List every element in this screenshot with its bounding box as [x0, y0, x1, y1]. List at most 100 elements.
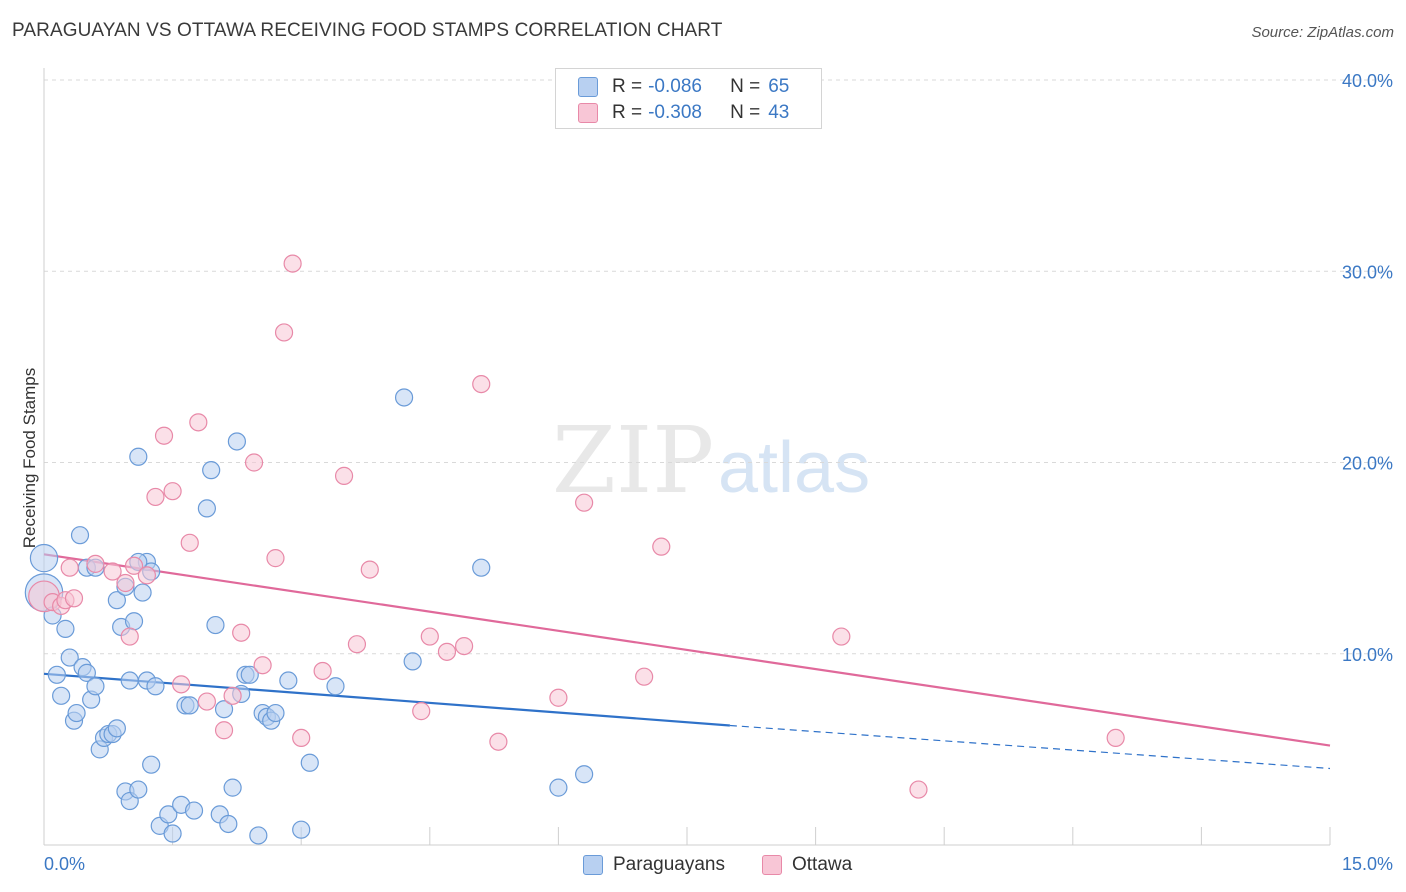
- point-ottawa: [360, 560, 379, 579]
- legend-n-label: N =: [730, 76, 761, 97]
- point-paraguayans: [197, 499, 216, 518]
- point-ottawa: [253, 656, 272, 675]
- point-ottawa: [103, 562, 122, 581]
- point-ottawa: [86, 554, 105, 573]
- y-tick-label: 20.0%: [1342, 454, 1393, 474]
- point-ottawa: [313, 661, 332, 681]
- point-paraguayans: [223, 778, 242, 797]
- point-paraguayans: [266, 703, 285, 723]
- point-paraguayans: [142, 755, 161, 774]
- x-tick-label: 0.0%: [44, 854, 85, 874]
- legend-n-value: 65: [768, 76, 790, 97]
- point-ottawa: [635, 667, 654, 686]
- point-paraguayans: [394, 388, 414, 407]
- point-ottawa: [347, 635, 367, 654]
- y-tick-label: 30.0%: [1342, 262, 1393, 282]
- point-ottawa: [137, 566, 156, 585]
- y-axis-label: Receiving Food Stamps: [20, 368, 39, 548]
- legend: R = -0.086 N = 65 R = -0.308 N = 43: [555, 68, 822, 129]
- y-tick-label: 10.0%: [1342, 645, 1393, 665]
- point-ottawa: [64, 589, 84, 608]
- point-ottawa: [283, 254, 302, 273]
- point-ottawa: [1106, 728, 1125, 748]
- tick-labels: 10.0% 20.0% 30.0% 40.0% 0.0% 15.0%: [44, 71, 1393, 874]
- legend-r-value: -0.308: [648, 102, 702, 123]
- point-ottawa: [124, 556, 144, 575]
- point-paraguayans: [107, 719, 126, 738]
- point-paraguayans: [549, 778, 568, 797]
- point-paraguayans: [86, 677, 105, 696]
- point-paraguayans: [184, 801, 204, 820]
- point-ottawa: [909, 780, 928, 799]
- point-paraguayans: [300, 753, 319, 772]
- point-ottawa: [223, 686, 242, 705]
- trendlines: [43, 553, 1331, 770]
- legend-swatch-paraguayans: [578, 77, 598, 97]
- point-paraguayans: [403, 652, 422, 671]
- legend-r-value: -0.086: [648, 76, 702, 97]
- point-paraguayans: [180, 696, 199, 715]
- point-paraguayans: [240, 665, 259, 684]
- point-paraguayans: [575, 765, 594, 784]
- point-ottawa: [472, 374, 491, 394]
- point-paraguayans: [77, 663, 96, 682]
- point-ottawa: [163, 482, 182, 501]
- point-paraguayans: [279, 671, 298, 690]
- point-paraguayans: [292, 820, 311, 839]
- bottom-swatch-paraguayans: [583, 855, 603, 875]
- point-paraguayans: [129, 780, 148, 799]
- point-paraguayans: [249, 826, 268, 845]
- point-ottawa: [214, 721, 234, 740]
- point-paraguayans: [206, 615, 225, 635]
- point-ottawa: [437, 642, 457, 661]
- point-paraguayans: [219, 814, 238, 834]
- point-paraguayans: [326, 677, 345, 696]
- point-paraguayans: [124, 612, 144, 631]
- point-paraguayans: [67, 703, 86, 723]
- point-ottawa: [172, 675, 191, 694]
- point-paraguayans: [47, 665, 66, 684]
- point-ottawa: [120, 627, 139, 646]
- bottom-legend-label-ottawa: Ottawa: [792, 854, 853, 875]
- legend-n-value: 43: [768, 102, 790, 123]
- point-paraguayans: [60, 648, 79, 667]
- trendline-paraguayans-extension: [729, 724, 1331, 770]
- legend-r-label: R =: [612, 76, 643, 97]
- data-points: [24, 254, 1125, 845]
- point-ottawa: [154, 426, 174, 445]
- point-ottawa: [652, 537, 671, 556]
- point-ottawa: [575, 493, 594, 512]
- watermark: ZIP atlas: [552, 407, 870, 514]
- legend-r-label: R =: [612, 102, 643, 123]
- axes: [43, 68, 1331, 846]
- point-paraguayans: [56, 619, 75, 638]
- point-ottawa: [189, 413, 208, 432]
- bottom-swatch-ottawa: [762, 855, 782, 875]
- watermark-atlas: atlas: [718, 428, 870, 508]
- legend-swatch-ottawa: [578, 103, 598, 123]
- point-ottawa: [292, 728, 311, 748]
- point-paraguayans: [163, 824, 182, 843]
- point-ottawa: [549, 688, 568, 707]
- point-paraguayans: [120, 671, 139, 690]
- gridlines: [44, 79, 1392, 655]
- point-paraguayans: [202, 461, 221, 480]
- bottom-legend-paraguayans: Paraguayans: [583, 852, 725, 878]
- point-ottawa: [244, 453, 264, 472]
- bottom-legend-ottawa: Ottawa: [762, 852, 852, 878]
- point-paraguayans: [214, 700, 234, 719]
- x-tick-label: 15.0%: [1342, 854, 1393, 874]
- point-ottawa: [60, 558, 79, 577]
- point-paraguayans: [133, 583, 152, 602]
- point-paraguayans: [29, 543, 59, 573]
- trendline-ottawa: [43, 553, 1331, 747]
- point-ottawa: [146, 487, 165, 507]
- point-ottawa: [197, 692, 216, 711]
- point-paraguayans: [227, 432, 246, 451]
- point-ottawa: [274, 323, 294, 342]
- point-ottawa: [232, 623, 251, 642]
- point-ottawa: [454, 636, 474, 656]
- bottom-legend-label-paraguayans: Paraguayans: [613, 854, 725, 875]
- y-tick-label: 40.0%: [1342, 71, 1393, 91]
